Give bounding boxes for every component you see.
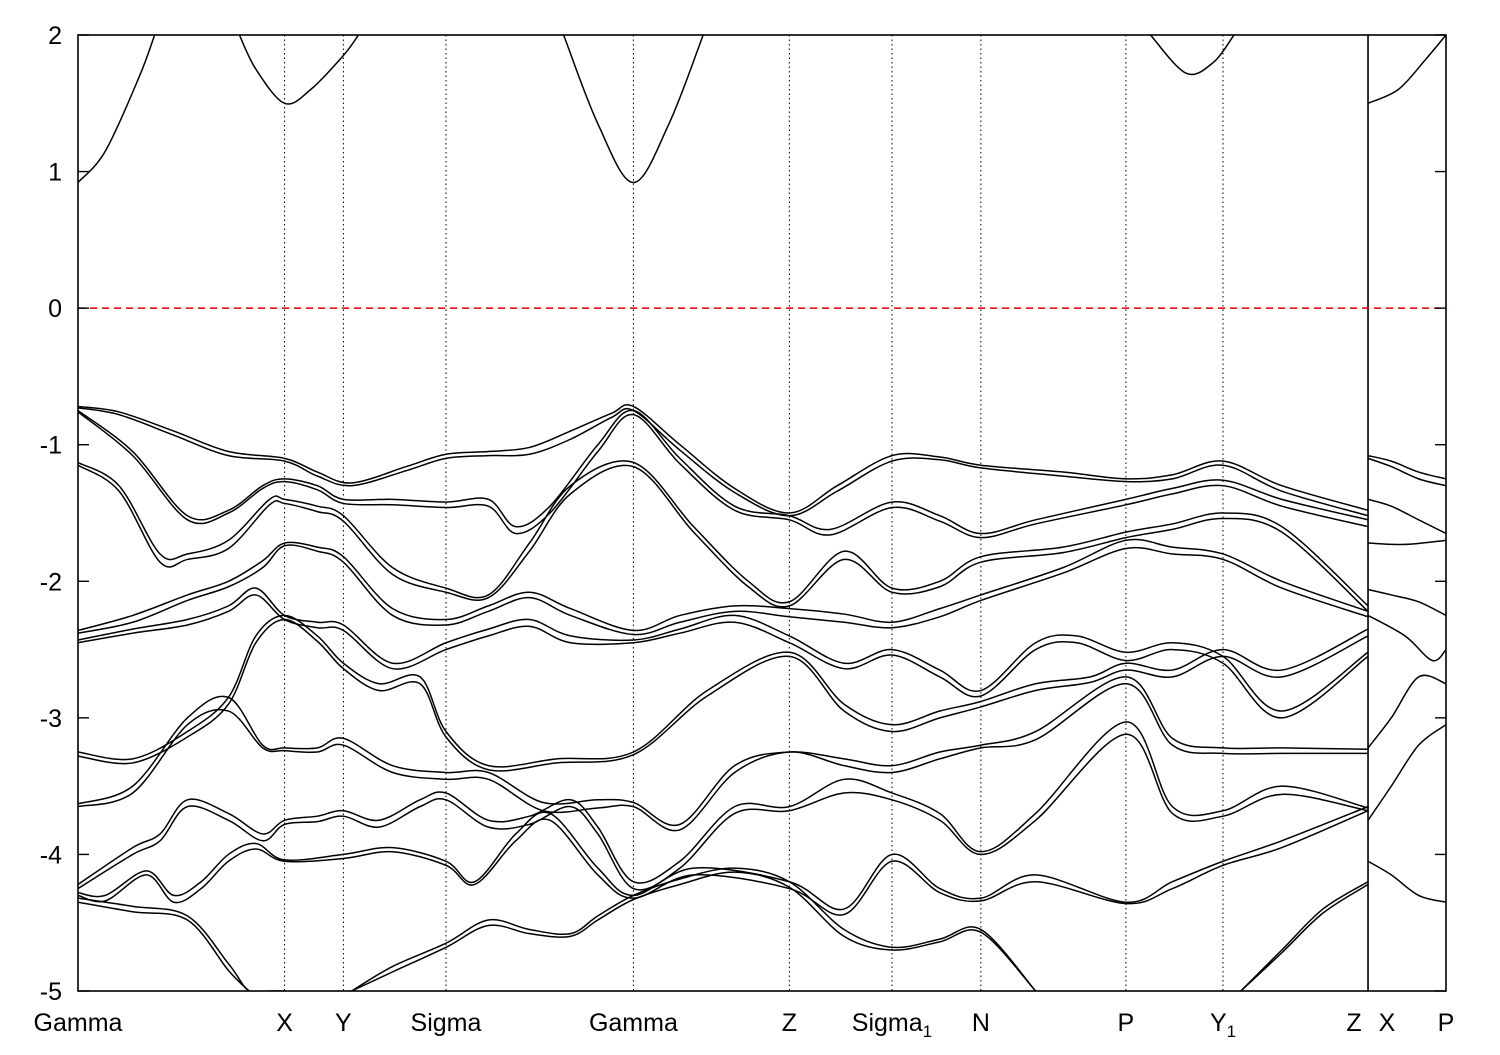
band-line-10: [78, 460, 1369, 607]
band-line-11: [78, 464, 1369, 613]
x-tick-label: Y1: [1210, 1009, 1236, 1041]
y-tick-label: -3: [40, 705, 62, 733]
band-line-13: [78, 544, 1369, 636]
y-tick-label: -4: [40, 841, 62, 869]
band-line-31: [1367, 457, 1446, 487]
band-line-32: [1367, 498, 1446, 535]
x-tick-label-text: X: [276, 1009, 293, 1037]
band-line-8: [78, 409, 1369, 535]
band-line-23: [78, 809, 1369, 916]
band-line-9: [78, 411, 1369, 539]
band-line-21: [78, 733, 1369, 891]
plot-border: [77, 34, 1447, 992]
band-line-20: [78, 721, 1369, 886]
band-line-35: [1367, 614, 1446, 662]
band-line-12: [78, 538, 1369, 632]
x-tick-label: N: [972, 1009, 990, 1037]
y-tick-label: -1: [40, 432, 62, 460]
band-line-38: [1367, 860, 1446, 903]
band-line-4: [1149, 35, 1235, 76]
band-line-7: [78, 407, 1369, 517]
x-tick-label: Z: [1346, 1009, 1361, 1037]
y-tick-label: 2: [48, 22, 62, 50]
x-tick-label: X: [276, 1009, 293, 1037]
x-tick-label-text: Y: [335, 1009, 352, 1037]
energy-bands: [78, 35, 1446, 991]
band-line-34: [1367, 588, 1446, 617]
x-tick-label-subscript: 1: [923, 1022, 932, 1041]
band-line-6: [78, 404, 1369, 514]
x-tick-label-text: X: [1379, 1009, 1396, 1037]
band-line-30: [1367, 454, 1446, 480]
band-line-16: [78, 614, 1369, 768]
band-line-28: [1240, 880, 1369, 991]
x-tick-label-text: Gamma: [34, 1009, 123, 1037]
y-tick-label: -5: [40, 978, 62, 1006]
x-tick-label-text: Sigma: [852, 1009, 923, 1037]
band-line-25: [78, 901, 250, 991]
x-tick-label-text: P: [1118, 1009, 1135, 1037]
x-tick-label-subscript: 1: [1227, 1022, 1236, 1041]
band-line-2: [238, 35, 360, 105]
y-tick-label: 0: [48, 295, 62, 323]
band-line-15: [78, 594, 1369, 719]
x-tick-label-text: Gamma: [589, 1009, 678, 1037]
symmetry-gridlines: [284, 35, 1369, 991]
x-tick-label-text: N: [972, 1009, 990, 1037]
plot-frame: [77, 34, 1447, 992]
x-tick-label-text: Z: [782, 1009, 797, 1037]
x-tick-label: Y: [335, 1009, 352, 1037]
x-tick-label-text: Sigma: [411, 1009, 482, 1037]
band-line-27: [350, 871, 1037, 991]
x-tick-label: P: [1118, 1009, 1135, 1037]
band-line-22: [78, 805, 1369, 911]
band-line-14: [78, 587, 1369, 712]
band-line-36: [1367, 674, 1446, 749]
x-tick-label: Gamma: [34, 1009, 123, 1037]
x-tick-label-text: Z: [1346, 1009, 1361, 1037]
band-line-33: [1367, 539, 1446, 546]
x-tick-label-text: Y: [1210, 1009, 1227, 1037]
band-line-5: [1367, 35, 1446, 105]
x-tick-label: P: [1438, 1009, 1455, 1037]
band-line-24: [78, 897, 286, 991]
band-line-1: [78, 35, 156, 184]
band-line-37: [1367, 723, 1446, 822]
x-tick-label: X: [1379, 1009, 1396, 1037]
band-line-29: [1240, 883, 1369, 991]
band-line-26: [350, 867, 1037, 991]
band-line-17: [78, 618, 1369, 772]
band-line-3: [562, 35, 704, 184]
x-tick-label: Gamma: [589, 1009, 678, 1037]
x-axis: Gamma X Y Sigma Gamma Z Sigma1 N P Y1 Z X P: [34, 1009, 1455, 1041]
x-tick-label-text: P: [1438, 1009, 1455, 1037]
x-tick-label: Sigma1: [852, 1009, 932, 1041]
y-tick-label: -2: [40, 568, 62, 596]
x-tick-label: Sigma: [411, 1009, 482, 1037]
y-tick-label: 1: [48, 159, 62, 187]
band-line-19: [78, 682, 1369, 832]
y-axis: -5 -4 -3 -2 -1 0 1 2: [40, 22, 1446, 1006]
band-line-18: [78, 676, 1369, 827]
x-tick-label: Z: [782, 1009, 797, 1037]
